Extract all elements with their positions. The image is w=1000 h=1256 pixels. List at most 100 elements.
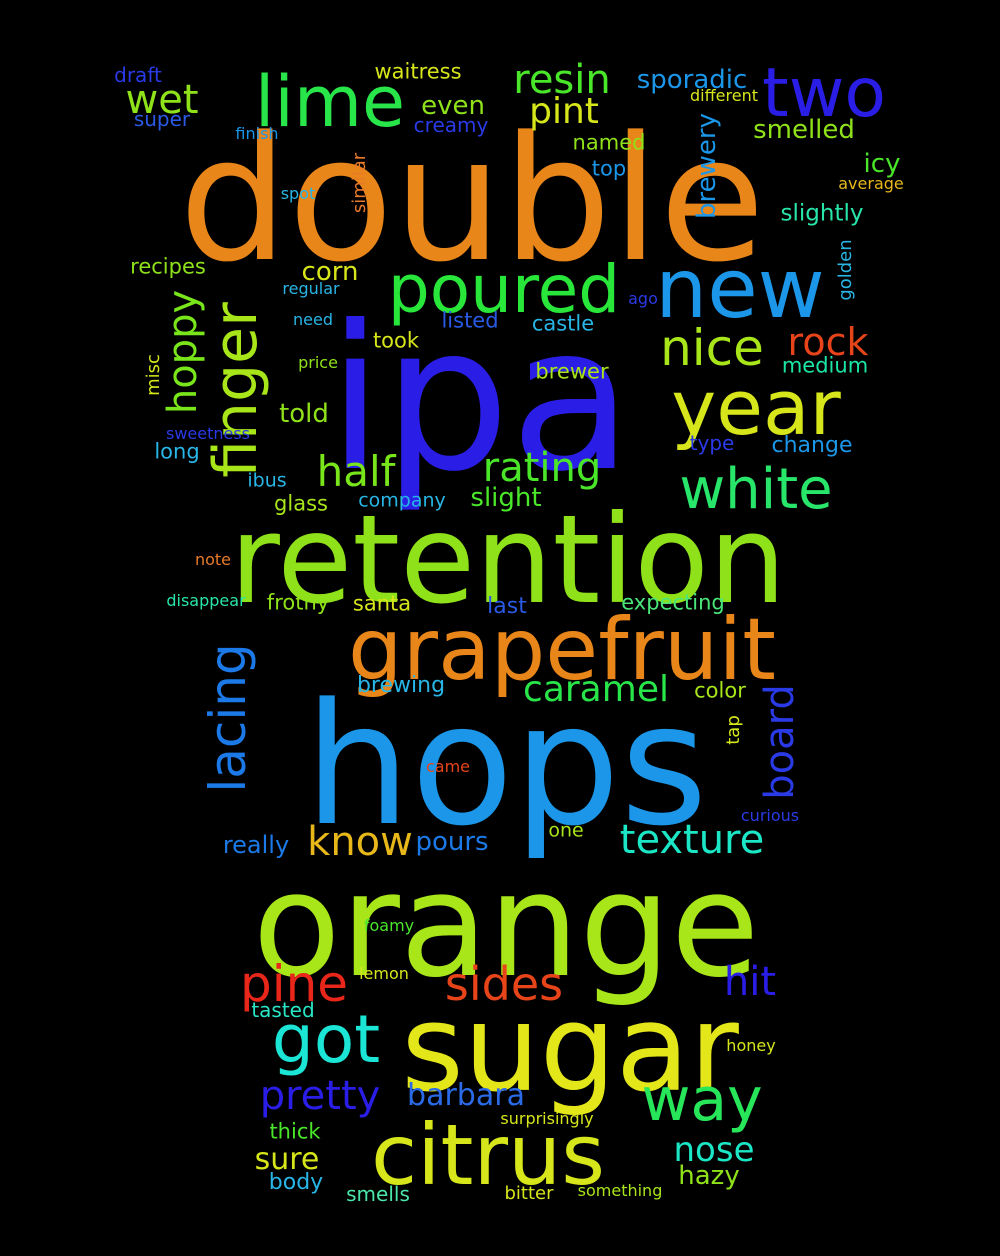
word: draft: [114, 63, 162, 87]
word: year: [671, 363, 841, 452]
word: one: [548, 819, 584, 842]
word: board: [757, 684, 803, 800]
word: creamy: [413, 113, 489, 137]
word: thick: [269, 1119, 321, 1144]
word: new: [655, 242, 825, 337]
word: santa: [352, 591, 412, 616]
word: texture: [619, 817, 765, 863]
word: rock: [787, 320, 869, 364]
word: sweetness: [165, 424, 251, 443]
word: came: [425, 757, 471, 776]
word: golden: [835, 239, 856, 301]
word: took: [372, 328, 420, 353]
word: poured: [387, 251, 621, 328]
word: regular: [282, 279, 340, 298]
word: lemon: [359, 964, 409, 983]
word: slight: [470, 483, 542, 513]
word: hit: [723, 959, 777, 1005]
word: note: [194, 550, 232, 569]
word: hoppy: [160, 289, 206, 415]
word: expecting: [621, 590, 725, 615]
word: retention: [229, 489, 787, 631]
word: lime: [254, 61, 406, 143]
word: half: [316, 447, 396, 496]
word: pours: [415, 827, 489, 857]
word: ibus: [247, 469, 287, 492]
word: wet: [125, 77, 199, 123]
word: brewer: [535, 359, 609, 384]
word: resin: [513, 57, 611, 103]
word: finger: [201, 302, 271, 478]
word: sides: [444, 957, 564, 1011]
word: castle: [531, 311, 595, 336]
word: bitter: [504, 1183, 554, 1204]
word: surprisingly: [500, 1109, 594, 1128]
word: white: [679, 457, 833, 522]
word: price: [298, 353, 338, 372]
word: hops: [304, 667, 708, 863]
word: smelled: [753, 115, 855, 145]
word: medium: [781, 353, 869, 378]
word: two: [762, 54, 886, 133]
word: brewing: [356, 673, 446, 698]
word: nose: [673, 1130, 755, 1170]
word: pint: [529, 91, 599, 132]
word: citrus: [371, 1106, 605, 1204]
word: body: [268, 1170, 324, 1195]
word: lacing: [199, 643, 257, 793]
word: something: [577, 1181, 663, 1200]
word: pine: [239, 955, 349, 1013]
word: color: [694, 678, 746, 703]
word: pretty: [259, 1073, 381, 1119]
word: recipes: [130, 254, 206, 279]
word: glass: [274, 491, 328, 516]
word: sure: [254, 1142, 320, 1177]
word: waitress: [374, 59, 462, 84]
word: orange: [252, 841, 760, 1009]
word: long: [154, 439, 200, 464]
word: change: [771, 433, 853, 458]
word: disappear: [166, 591, 246, 610]
word: named: [572, 130, 646, 155]
word: similar: [349, 152, 370, 214]
word: finish: [235, 124, 279, 143]
word: different: [690, 86, 758, 105]
word: way: [641, 1065, 763, 1135]
word: rating: [482, 445, 602, 491]
word: super: [133, 107, 191, 131]
word: caramel: [523, 669, 669, 710]
word: brewery: [692, 113, 722, 219]
word: need: [293, 310, 333, 329]
word: listed: [441, 308, 499, 333]
word: really: [222, 831, 290, 859]
word: type: [689, 431, 735, 455]
word: misc: [143, 354, 164, 396]
word: honey: [726, 1036, 776, 1055]
word: double: [178, 99, 766, 300]
word: curious: [740, 806, 800, 825]
word: know: [307, 819, 413, 865]
word: tasted: [251, 998, 315, 1022]
word: barbara: [407, 1078, 525, 1113]
word: grapefruit: [348, 600, 776, 700]
word: got: [271, 1001, 381, 1078]
word: ago: [628, 289, 658, 308]
word: corn: [301, 257, 359, 287]
word: told: [279, 399, 329, 429]
word: company: [358, 489, 446, 512]
word: sporadic: [636, 65, 748, 95]
word: nice: [660, 319, 764, 377]
word: last: [487, 594, 527, 619]
word: frothy: [266, 590, 330, 615]
word: ipa: [327, 283, 633, 516]
word: slightly: [780, 200, 864, 227]
word: spot: [280, 184, 316, 203]
word: even: [421, 91, 485, 121]
word: smells: [346, 1182, 410, 1206]
word: icy: [863, 149, 901, 179]
word: top: [591, 156, 627, 181]
word: foamy: [363, 916, 415, 935]
word: sugar: [401, 980, 739, 1119]
word: hazy: [678, 1161, 740, 1191]
